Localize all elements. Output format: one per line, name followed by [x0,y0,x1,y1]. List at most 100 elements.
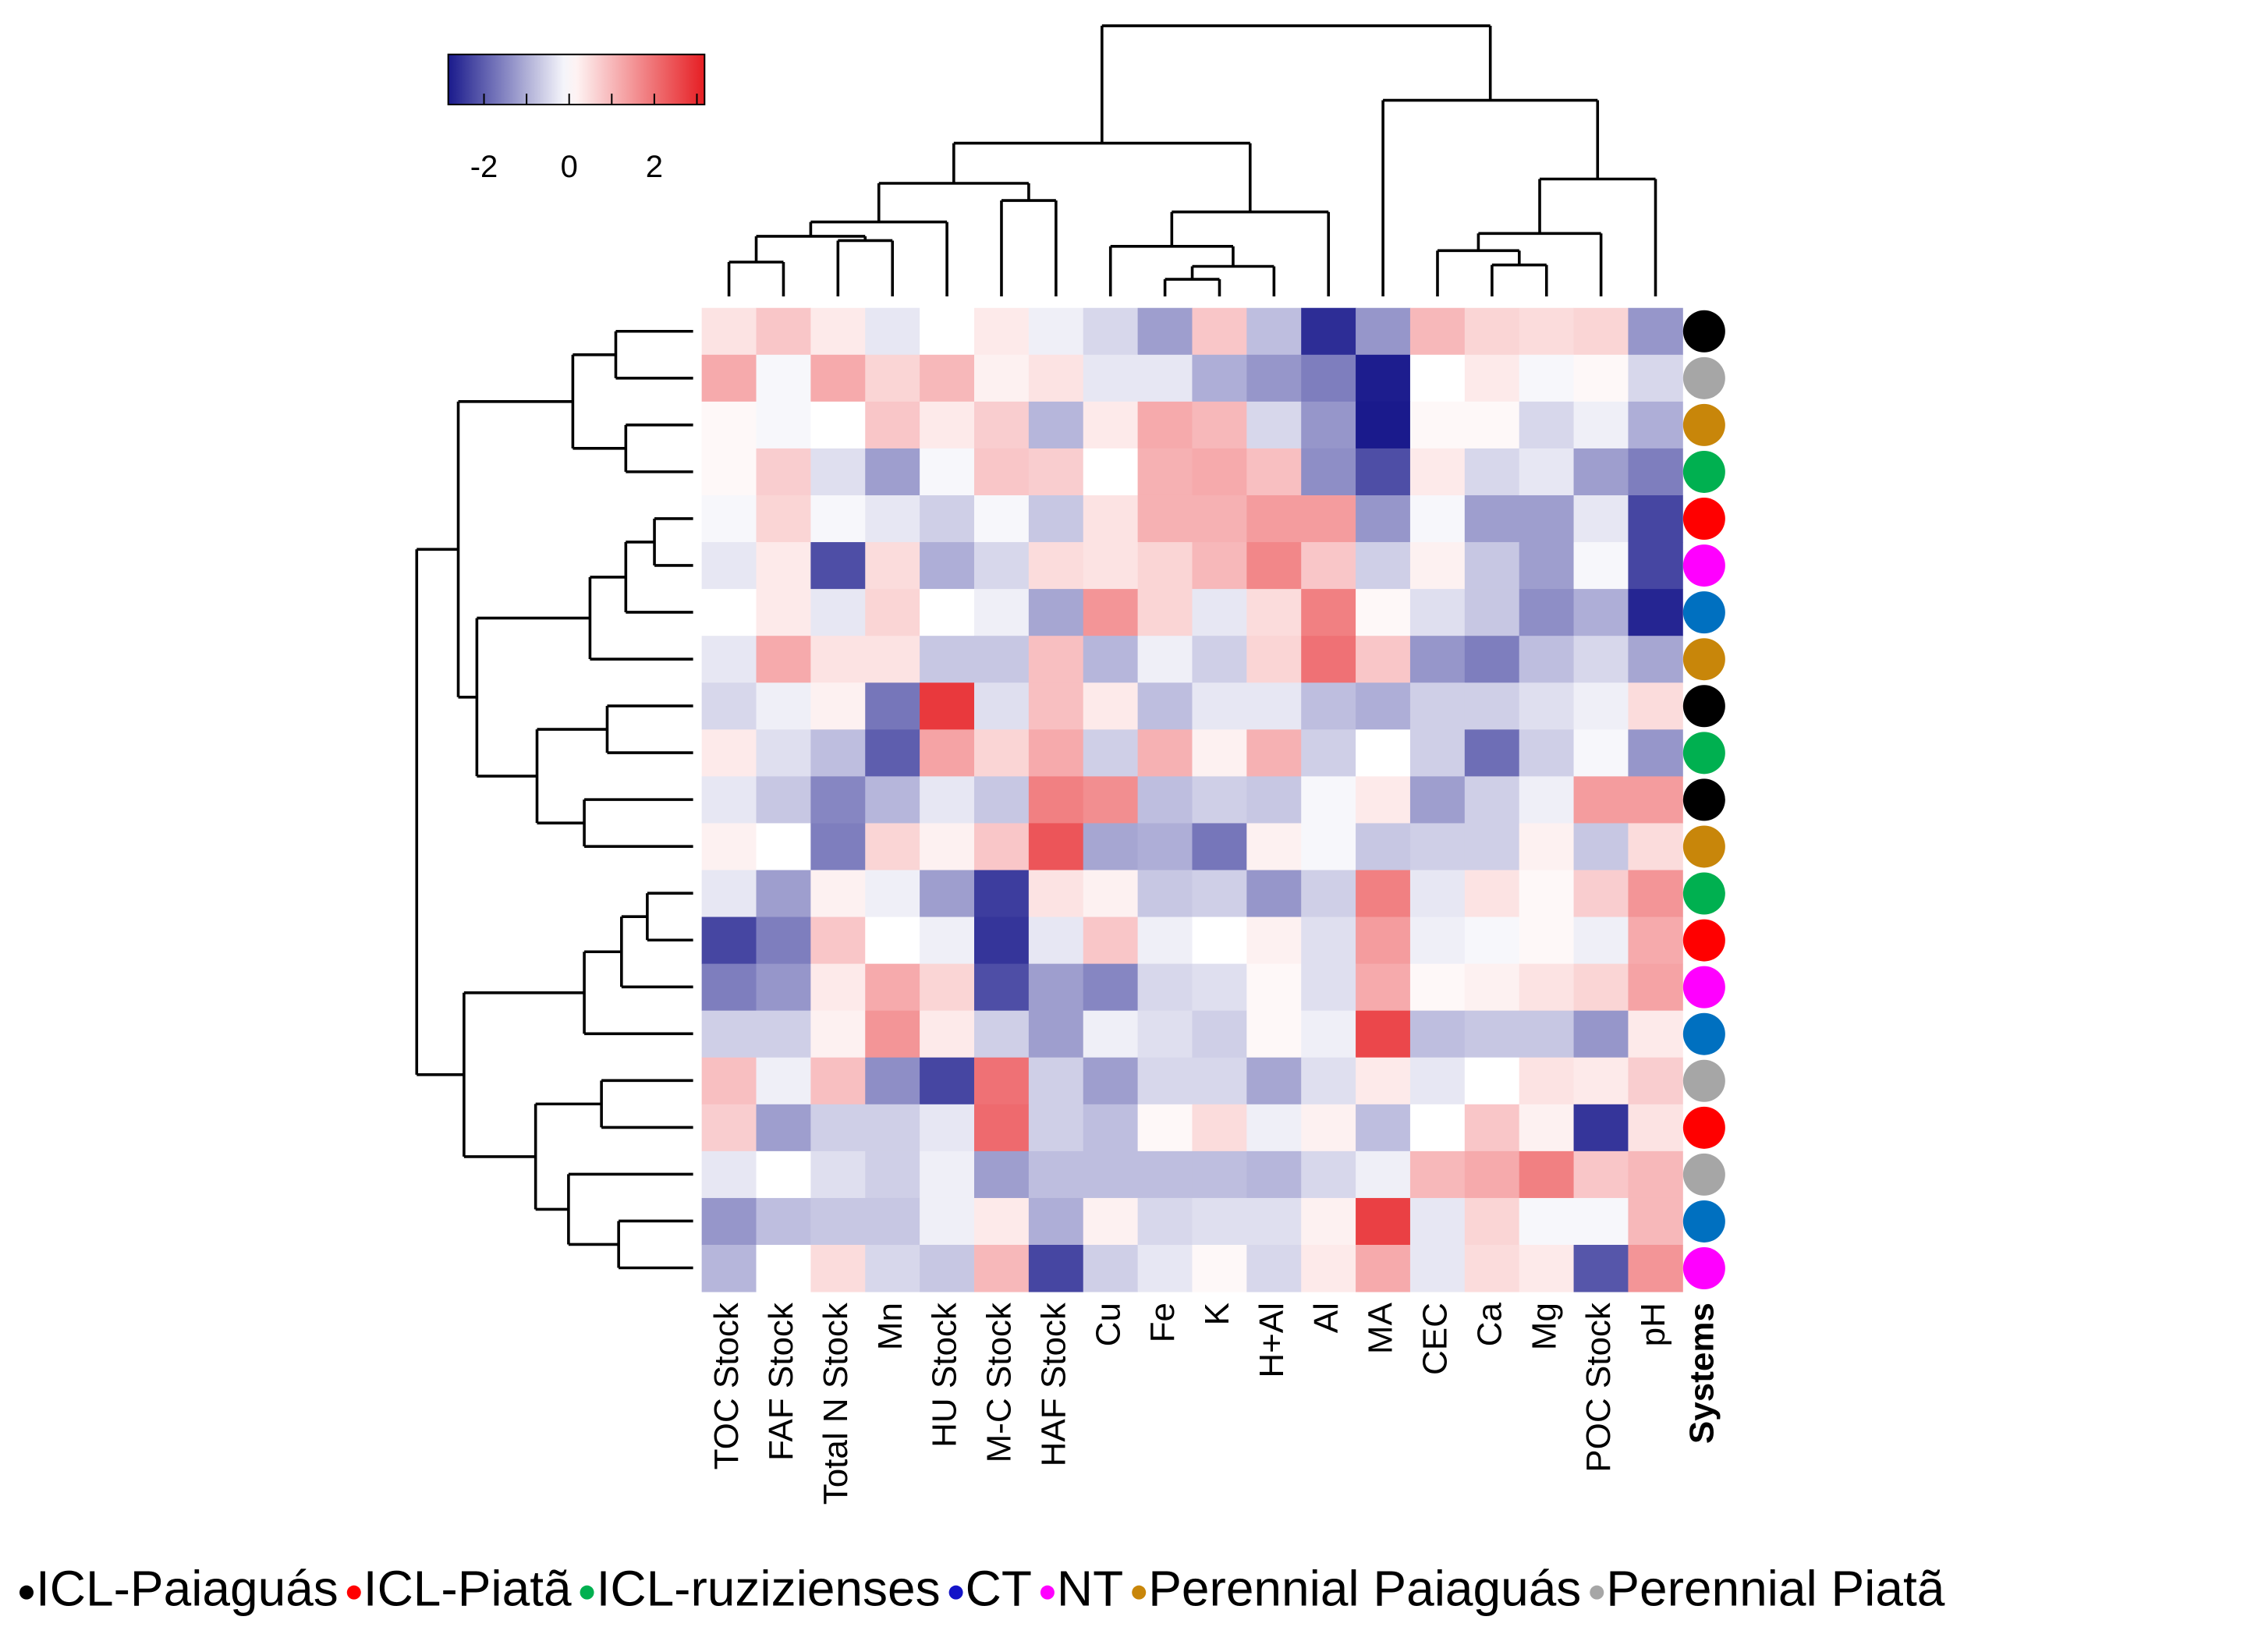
heatmap-cell [1519,589,1575,636]
heatmap-cell [701,1245,757,1292]
heatmap-cell [1573,823,1629,871]
heatmap-cell [1083,495,1139,543]
heatmap-cell [701,916,757,965]
heatmap-cell [1028,589,1084,636]
heatmap-cell [865,495,920,543]
heatmap-cell [865,1104,920,1152]
heatmap-cell [1137,1057,1193,1105]
heatmap-cell [1409,1197,1466,1246]
column-label: H+Al [1253,1303,1291,1378]
heatmap-cell [701,636,757,683]
legend-label: ICL-Piatã [363,1561,572,1617]
heatmap-cell [701,1150,757,1199]
heatmap-cell [1519,401,1575,449]
heatmap-cell [1137,307,1193,356]
heatmap-cell [1628,682,1683,730]
heatmap-cell [1028,776,1084,824]
heatmap-cell [1301,682,1356,730]
heatmap-cell [701,1104,757,1152]
heatmap-cell [701,729,757,777]
heatmap-cell [1301,1057,1356,1105]
heatmap-cell [1083,401,1139,449]
heatmap-cell [1301,542,1356,590]
system-dot [1682,498,1725,541]
heatmap-cell [810,448,866,496]
system-dot [1682,1106,1725,1149]
system-dot [1682,1153,1725,1196]
heatmap-cell [1028,448,1084,496]
colorbar-tick-label: -2 [470,150,498,184]
heatmap-cell [1192,401,1247,449]
column-label: Mg [1525,1303,1563,1350]
heatmap-cell [920,682,975,730]
heatmap-cell [1409,916,1466,965]
heatmap-cell [1464,495,1520,543]
heatmap-cell [810,1197,866,1246]
system-dot [1682,732,1725,775]
heatmap-cell [1464,589,1520,636]
heatmap-cell [1083,776,1139,824]
heatmap-cell [1028,823,1084,871]
heatmap-cell [1356,589,1411,636]
heatmap-cell [1083,870,1139,918]
heatmap-cell [1356,1104,1411,1152]
system-dot [1682,1012,1725,1055]
heatmap-cell [1519,448,1575,496]
heatmap-cell [1083,963,1139,1012]
heatmap-cell [1628,307,1683,356]
heatmap-cell [1246,823,1302,871]
heatmap-cell [1409,870,1466,918]
heatmap-cell [1137,354,1193,402]
heatmap-cell [1464,729,1520,777]
heatmap-cell [1246,495,1302,543]
heatmap-cell [1192,1197,1247,1246]
heatmap-cell [756,636,811,683]
heatmap-cell [1301,1245,1356,1292]
system-dot [1682,685,1725,728]
heatmap-cell [1519,1057,1575,1105]
column-label: pH [1634,1303,1672,1346]
heatmap-cell [1083,1197,1139,1246]
heatmap-cell [973,1010,1030,1058]
heatmap-cell [810,589,866,636]
heatmap-cell [865,729,920,777]
heatmap-cell [701,542,757,590]
heatmap-cell [1137,823,1193,871]
heatmap-cell [973,1245,1030,1292]
system-dot [1682,919,1725,962]
legend-dot [1590,1585,1604,1600]
heatmap-cell [865,1057,920,1105]
heatmap-cell [1356,495,1411,543]
heatmap-cell [920,1104,975,1152]
heatmap-cell [1137,495,1193,543]
heatmap-cell [1628,448,1683,496]
heatmap-cell [1628,870,1683,918]
column-label: FAF Stock [762,1302,800,1461]
heatmap-cell [810,682,866,730]
heatmap-cell [920,542,975,590]
heatmap-cell [973,729,1030,777]
heatmap-cell [1356,401,1411,449]
heatmap-cell [1628,1150,1683,1199]
heatmap-cell [1356,963,1411,1012]
legend-label: Perennial Paiaguás [1148,1561,1581,1617]
heatmap-cell [810,495,866,543]
heatmap-cell [1192,916,1247,965]
heatmap-cell [1192,589,1247,636]
heatmap-cell [1028,354,1084,402]
heatmap-cell [1628,354,1683,402]
heatmap-cell [1083,307,1139,356]
heatmap-cell [1192,870,1247,918]
heatmap-cell [1573,1057,1629,1105]
heatmap-cell [1628,1010,1683,1058]
heatmap-cell [920,916,975,965]
column-label: CEC [1416,1303,1455,1375]
heatmap-cell [865,1197,920,1246]
heatmap-cell [701,870,757,918]
heatmap-cell [1083,682,1139,730]
column-label: HAF Stock [1034,1302,1072,1466]
column-label: Ca [1470,1303,1508,1347]
heatmap-cell [920,1010,975,1058]
system-dot [1682,544,1725,587]
heatmap-cell [1409,1104,1466,1152]
